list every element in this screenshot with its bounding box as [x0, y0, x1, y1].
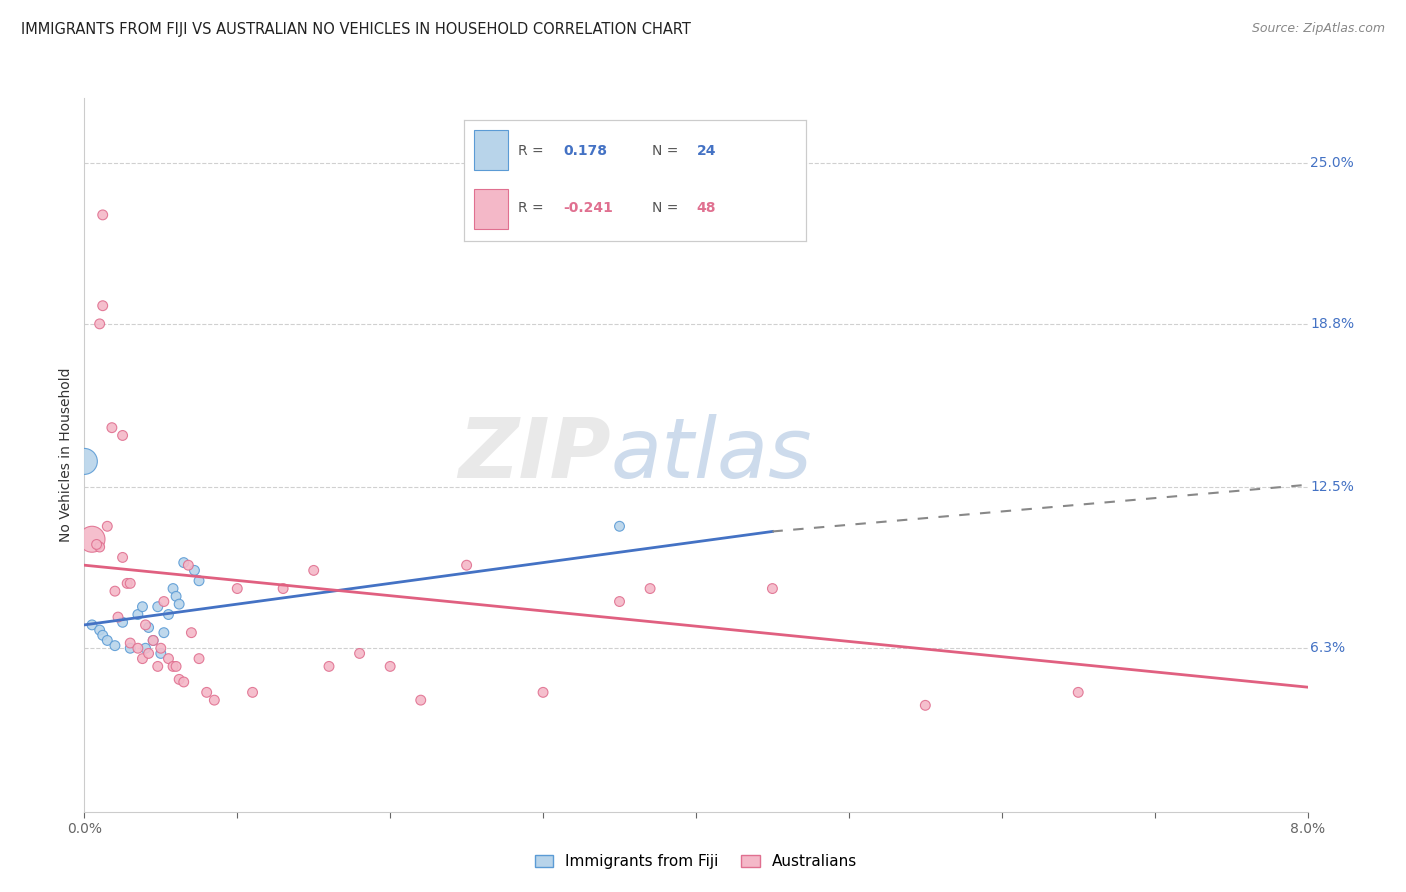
Point [1067, 685, 1090, 699]
Point [115, 576, 138, 591]
Text: 6.3%: 6.3% [1310, 641, 1346, 656]
Point [173, 675, 195, 690]
Point [107, 610, 129, 624]
Point [153, 625, 176, 640]
Point [111, 428, 134, 442]
Point [120, 641, 142, 656]
Point [89, 540, 111, 554]
Point [638, 582, 661, 596]
Point [153, 594, 176, 608]
Point [91, 299, 114, 313]
Point [202, 693, 225, 707]
Point [380, 659, 402, 673]
Point [167, 597, 190, 611]
Point [761, 582, 783, 596]
Point [73, 454, 96, 468]
Text: Source: ZipAtlas.com: Source: ZipAtlas.com [1251, 22, 1385, 36]
Point [138, 620, 160, 634]
Point [165, 590, 187, 604]
Point [91, 628, 114, 642]
Point [173, 556, 195, 570]
Point [142, 633, 165, 648]
Point [120, 636, 142, 650]
Point [531, 685, 554, 699]
Point [914, 698, 936, 713]
Point [104, 639, 127, 653]
Point [146, 599, 169, 614]
Point [96, 633, 118, 648]
Point [135, 641, 157, 656]
Point [318, 659, 340, 673]
Point [609, 594, 631, 608]
Point [183, 563, 205, 577]
Text: 18.8%: 18.8% [1310, 317, 1354, 331]
Point [104, 584, 127, 599]
Point [131, 651, 153, 665]
Point [80, 533, 103, 547]
Point [138, 647, 160, 661]
Point [302, 563, 325, 577]
Point [96, 519, 118, 533]
Point [120, 576, 142, 591]
Point [157, 651, 180, 665]
Point [80, 618, 103, 632]
Point [127, 641, 149, 656]
Point [177, 558, 200, 573]
Y-axis label: No Vehicles in Household: No Vehicles in Household [59, 368, 73, 542]
Point [146, 659, 169, 673]
Point [167, 673, 190, 687]
Point [86, 537, 108, 551]
Point [242, 685, 264, 699]
Text: ZIP: ZIP [458, 415, 610, 495]
Text: 25.0%: 25.0% [1310, 156, 1354, 170]
Point [165, 659, 187, 673]
Point [111, 615, 134, 630]
Point [226, 582, 249, 596]
Point [135, 618, 157, 632]
Point [349, 647, 371, 661]
Text: 12.5%: 12.5% [1310, 481, 1354, 494]
Point [456, 558, 478, 573]
Point [127, 607, 149, 622]
Point [149, 647, 172, 661]
Point [131, 599, 153, 614]
Text: atlas: atlas [610, 415, 813, 495]
Point [195, 685, 218, 699]
Point [91, 208, 114, 222]
Point [157, 607, 180, 622]
Point [162, 659, 184, 673]
Point [111, 550, 134, 565]
Point [142, 633, 165, 648]
Point [188, 651, 211, 665]
Point [609, 519, 631, 533]
Point [101, 420, 124, 434]
Legend: Immigrants from Fiji, Australians: Immigrants from Fiji, Australians [529, 848, 863, 875]
Point [89, 623, 111, 637]
Point [409, 693, 432, 707]
Point [89, 317, 111, 331]
Point [180, 625, 202, 640]
Point [188, 574, 211, 588]
Point [162, 582, 184, 596]
Point [149, 641, 172, 656]
Text: IMMIGRANTS FROM FIJI VS AUSTRALIAN NO VEHICLES IN HOUSEHOLD CORRELATION CHART: IMMIGRANTS FROM FIJI VS AUSTRALIAN NO VE… [21, 22, 690, 37]
Point [271, 582, 294, 596]
